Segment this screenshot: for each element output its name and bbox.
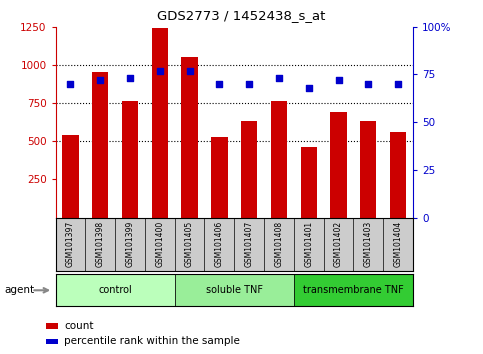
- Bar: [241, 121, 257, 218]
- Text: GSM101397: GSM101397: [66, 221, 75, 267]
- Text: GSM101402: GSM101402: [334, 221, 343, 267]
- Bar: [46, 323, 58, 329]
- Bar: [175, 274, 294, 306]
- Bar: [294, 274, 413, 306]
- Text: agent: agent: [5, 285, 35, 295]
- Bar: [211, 137, 227, 218]
- Bar: [152, 28, 168, 218]
- Text: GSM101407: GSM101407: [245, 221, 254, 267]
- Point: [67, 81, 74, 87]
- Text: GSM101403: GSM101403: [364, 221, 373, 267]
- Text: GDS2773 / 1452438_s_at: GDS2773 / 1452438_s_at: [157, 9, 326, 22]
- Text: percentile rank within the sample: percentile rank within the sample: [64, 336, 241, 346]
- Point: [215, 81, 223, 87]
- Point: [245, 81, 253, 87]
- Bar: [122, 102, 138, 218]
- Text: GSM101404: GSM101404: [394, 221, 402, 267]
- Text: GSM101405: GSM101405: [185, 221, 194, 267]
- Point: [364, 81, 372, 87]
- Text: GSM101408: GSM101408: [274, 221, 284, 267]
- Bar: [182, 57, 198, 218]
- Bar: [46, 338, 58, 344]
- Text: control: control: [98, 285, 132, 295]
- Point: [126, 75, 134, 81]
- Text: transmembrane TNF: transmembrane TNF: [303, 285, 404, 295]
- Bar: [330, 112, 347, 218]
- Bar: [271, 102, 287, 218]
- Point: [185, 68, 193, 73]
- Bar: [300, 147, 317, 218]
- Point: [275, 75, 283, 81]
- Bar: [56, 274, 175, 306]
- Point: [335, 77, 342, 83]
- Point: [156, 68, 164, 73]
- Bar: [62, 135, 79, 218]
- Text: soluble TNF: soluble TNF: [206, 285, 263, 295]
- Bar: [92, 73, 108, 218]
- Text: GSM101401: GSM101401: [304, 221, 313, 267]
- Text: GSM101400: GSM101400: [156, 221, 164, 267]
- Text: GSM101399: GSM101399: [126, 221, 134, 267]
- Point: [97, 77, 104, 83]
- Point: [394, 81, 402, 87]
- Text: count: count: [64, 321, 94, 331]
- Text: GSM101406: GSM101406: [215, 221, 224, 267]
- Point: [305, 85, 313, 91]
- Bar: [390, 132, 406, 218]
- Bar: [360, 121, 376, 218]
- Text: GSM101398: GSM101398: [96, 221, 105, 267]
